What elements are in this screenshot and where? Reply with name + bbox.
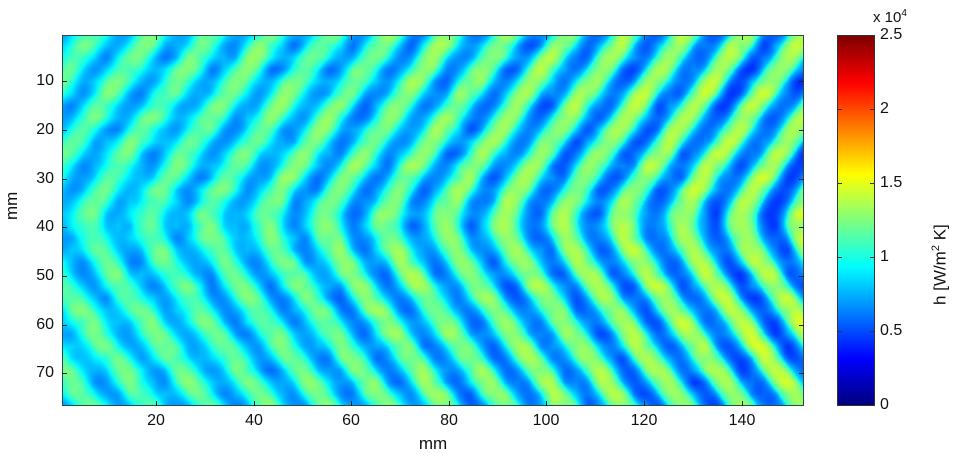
colorbar-tick-mark	[870, 405, 874, 406]
colorbar-title-sup: 2	[930, 245, 942, 252]
colorbar-scale-exponent: 4	[901, 8, 907, 19]
x-tick-mark	[156, 35, 157, 40]
colorbar-tick-mark	[870, 109, 874, 110]
colorbar-tick-mark	[870, 35, 874, 36]
x-tick-mark	[644, 401, 645, 406]
x-tick-mark	[449, 35, 450, 40]
colorbar-tick-mark	[870, 331, 874, 332]
y-tick-mark	[799, 227, 804, 228]
heatmap-plot-area	[62, 35, 804, 406]
colorbar-tick-mark	[838, 109, 842, 110]
x-tick-label: 120	[630, 412, 658, 429]
y-tick-mark	[62, 227, 67, 228]
y-axis-title: mm	[2, 191, 21, 220]
y-tick-label: 30	[36, 170, 54, 187]
y-tick-mark	[62, 373, 67, 374]
y-tick-mark	[62, 179, 67, 180]
colorbar-tick-mark	[870, 183, 874, 184]
heatmap-image	[63, 36, 803, 405]
y-tick-mark	[62, 325, 67, 326]
x-tick-mark	[254, 401, 255, 406]
y-tick-mark	[62, 81, 67, 82]
colorbar-tick-label: 2.5	[880, 26, 903, 43]
y-tick-mark	[799, 81, 804, 82]
y-tick-mark	[799, 373, 804, 374]
y-tick-label: 60	[36, 316, 54, 333]
x-tick-mark	[351, 401, 352, 406]
colorbar-scale-base: x 10	[873, 9, 902, 26]
y-tick-mark	[62, 130, 67, 131]
x-tick-mark	[156, 401, 157, 406]
x-tick-label: 80	[440, 412, 458, 429]
x-tick-label: 20	[147, 412, 165, 429]
x-axis-title: mm	[418, 434, 448, 453]
x-tick-mark	[546, 401, 547, 406]
y-tick-mark	[799, 325, 804, 326]
x-tick-mark	[742, 35, 743, 40]
y-tick-label: 50	[36, 267, 54, 284]
y-tick-label: 40	[36, 218, 54, 235]
colorbar-tick-mark	[838, 331, 842, 332]
colorbar-tick-mark	[838, 405, 842, 406]
colorbar-tick-label: 2	[880, 100, 889, 117]
colorbar-tick-mark	[838, 35, 842, 36]
colorbar-gradient	[838, 36, 874, 405]
colorbar-tick-mark	[838, 257, 842, 258]
x-tick-mark	[546, 35, 547, 40]
colorbar-tick-label: 1	[880, 248, 889, 265]
colorbar-tick-label: 0.5	[880, 322, 903, 339]
colorbar-tick-label: 1.5	[880, 174, 903, 191]
x-tick-mark	[254, 35, 255, 40]
x-tick-mark	[449, 401, 450, 406]
y-tick-mark	[799, 276, 804, 277]
colorbar-title: h [W/m2 K]	[930, 224, 951, 305]
x-tick-label: 140	[728, 412, 756, 429]
x-tick-mark	[351, 35, 352, 40]
x-tick-mark	[742, 401, 743, 406]
y-tick-mark	[62, 276, 67, 277]
colorbar-tick-label: 0	[880, 396, 889, 413]
x-tick-label: 100	[532, 412, 560, 429]
y-tick-mark	[799, 130, 804, 131]
colorbar-title-tail: K]	[930, 224, 950, 246]
x-tick-label: 60	[342, 412, 360, 429]
x-tick-mark	[644, 35, 645, 40]
colorbar-scale-label: x 104	[873, 8, 907, 26]
y-tick-mark	[799, 179, 804, 180]
colorbar-tick-mark	[838, 183, 842, 184]
x-tick-label: 40	[245, 412, 263, 429]
y-tick-label: 10	[36, 72, 54, 89]
y-tick-label: 70	[36, 364, 54, 381]
y-tick-label: 20	[36, 121, 54, 138]
colorbar-tick-mark	[870, 257, 874, 258]
colorbar	[837, 35, 875, 406]
colorbar-title-base: h [W/m	[930, 251, 950, 305]
